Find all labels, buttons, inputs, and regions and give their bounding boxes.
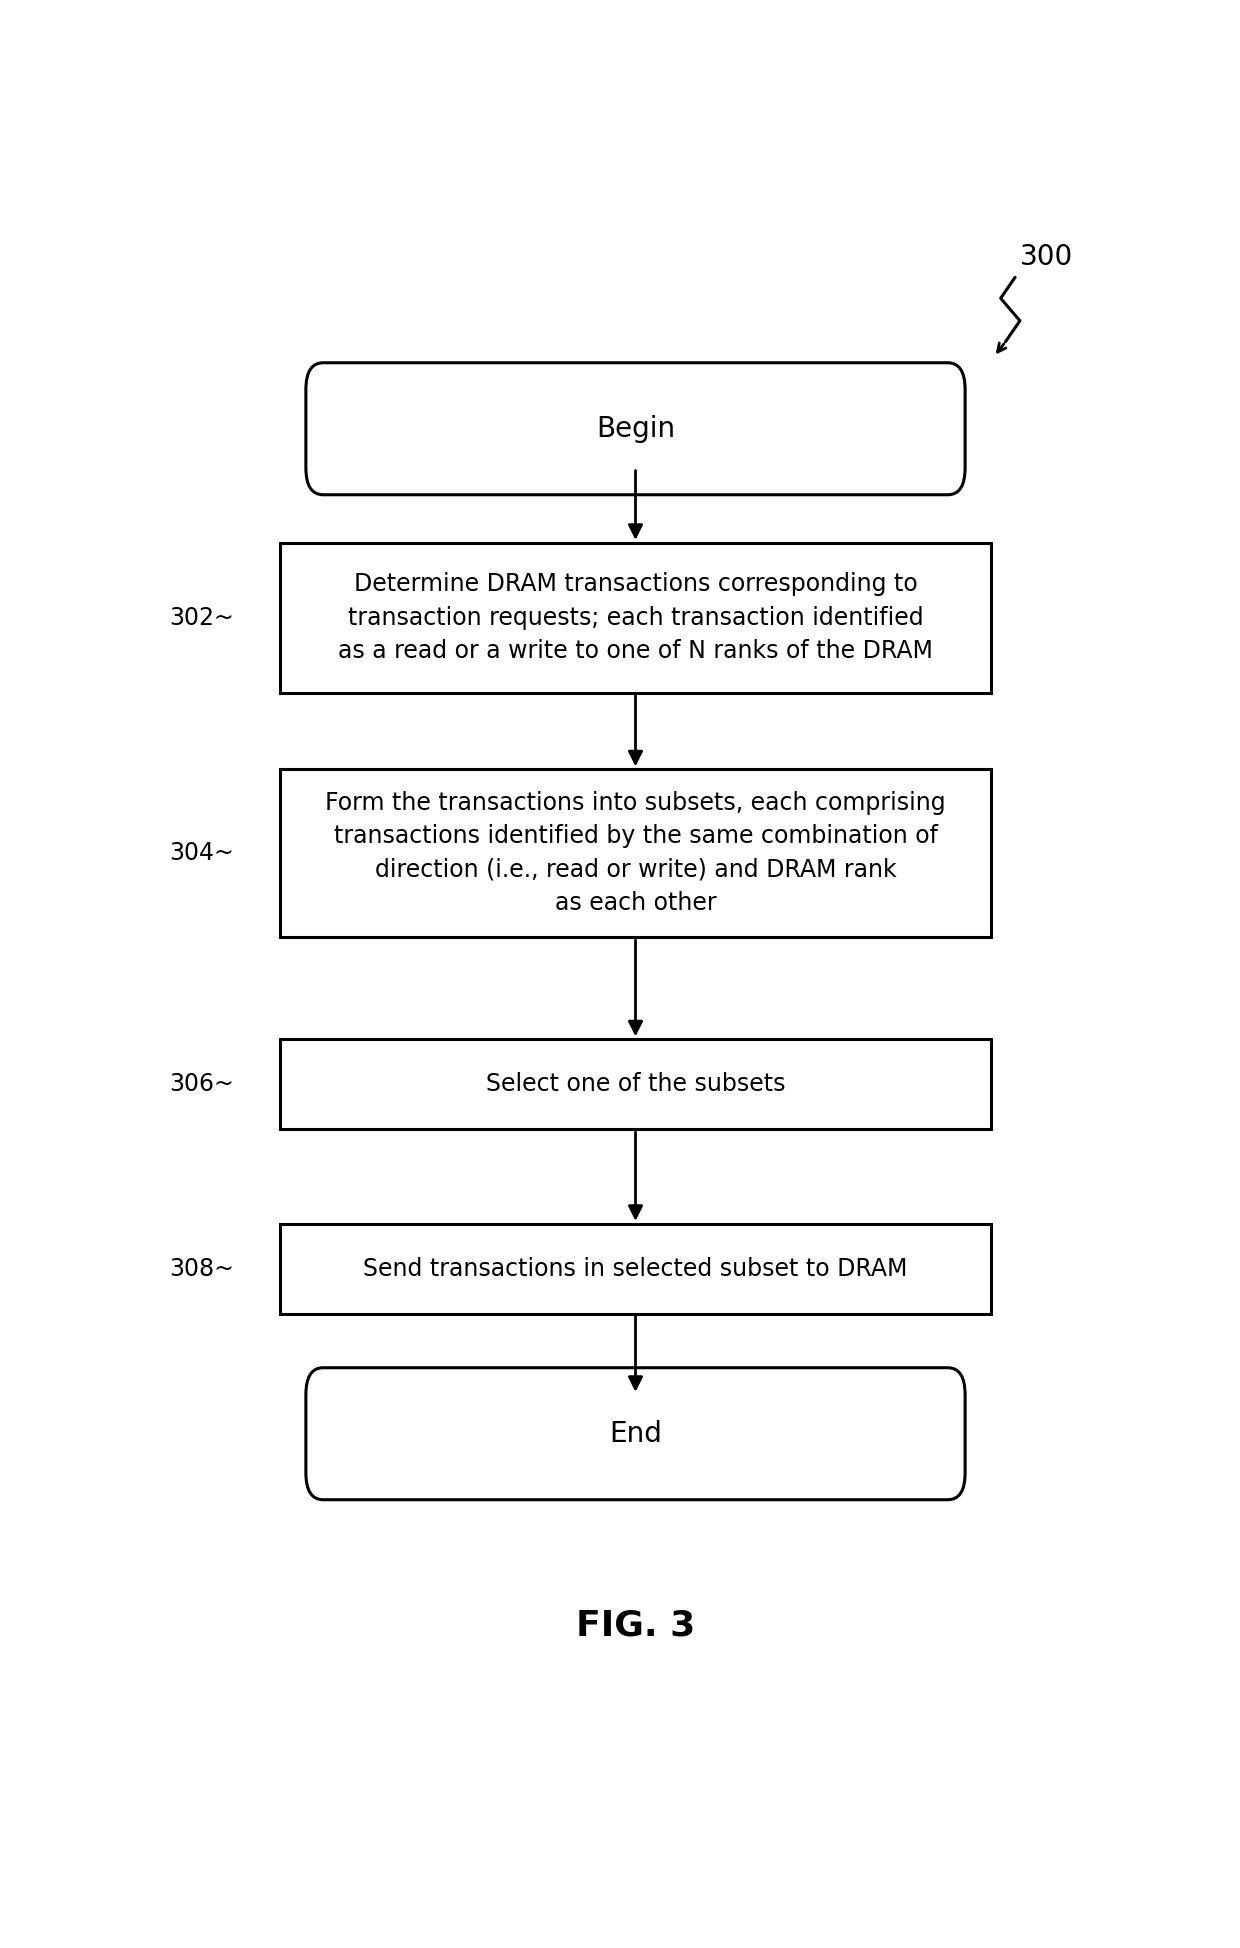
Text: 304~: 304~ [169, 842, 234, 865]
Bar [280, 769, 991, 937]
Text: Send transactions in selected subset to DRAM: Send transactions in selected subset to … [363, 1256, 908, 1280]
Text: End: End [609, 1420, 662, 1447]
Text: Form the transactions into subsets, each comprising
transactions identified by t: Form the transactions into subsets, each… [325, 791, 946, 916]
Text: 306~: 306~ [169, 1071, 234, 1097]
FancyBboxPatch shape [306, 1367, 965, 1500]
Text: Select one of the subsets: Select one of the subsets [486, 1071, 785, 1097]
Text: FIG. 3: FIG. 3 [575, 1609, 696, 1642]
Bar [280, 543, 991, 693]
Text: Determine DRAM transactions corresponding to
transaction requests; each transact: Determine DRAM transactions correspondin… [339, 573, 932, 662]
FancyBboxPatch shape [306, 362, 965, 495]
Bar [280, 1223, 991, 1313]
Bar [280, 1038, 991, 1130]
Text: 300: 300 [1019, 244, 1073, 271]
Text: 302~: 302~ [169, 606, 234, 629]
Text: Begin: Begin [596, 415, 675, 442]
Text: 308~: 308~ [169, 1256, 234, 1280]
